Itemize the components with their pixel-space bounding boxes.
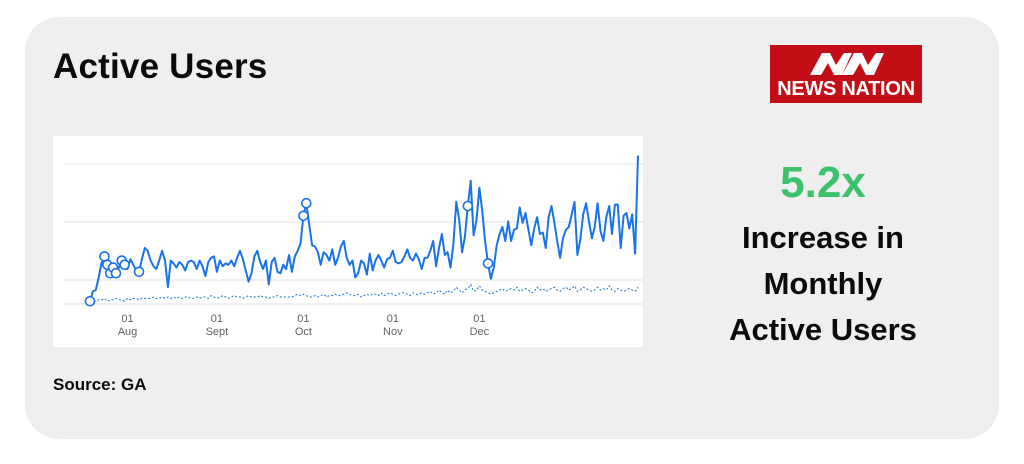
x-tick-month: Sept	[206, 326, 229, 338]
source-note: Source: GA	[53, 375, 147, 394]
data-point-marker	[133, 266, 145, 278]
series-current-line	[89, 155, 639, 302]
data-point-marker	[298, 210, 309, 222]
data-point-marker	[110, 267, 122, 279]
x-tick-day: 01	[211, 313, 223, 325]
data-point-marker	[301, 197, 312, 209]
nn-logo-mark-icon	[810, 53, 884, 75]
active-users-chart: 01 Aug 01 Sept 01 Oct 01 Nov 01 Dec	[53, 136, 643, 347]
data-point-marker	[482, 258, 494, 269]
x-tick-day: 01	[387, 313, 399, 325]
series-previous-line	[89, 283, 639, 302]
data-point-marker	[84, 295, 96, 307]
page-title: Active Users	[53, 47, 268, 86]
data-point-marker	[462, 200, 474, 212]
x-tick-month: Aug	[118, 326, 138, 338]
x-tick-day: 01	[121, 313, 133, 325]
x-tick-day: 01	[473, 313, 485, 325]
x-tick-month: Oct	[295, 326, 312, 338]
news-nation-logo: NEWS NATION	[770, 45, 922, 103]
stat-line-2: Monthly	[763, 266, 883, 301]
x-tick-month: Dec	[470, 326, 490, 338]
x-tick-day: 01	[297, 313, 309, 325]
logo-text: NEWS NATION	[777, 78, 915, 100]
stat-line-3: Active Users	[729, 312, 917, 347]
data-point-marker	[119, 259, 130, 271]
stat-line-1: Increase in	[742, 220, 904, 255]
x-tick-month: Nov	[383, 326, 403, 338]
stat-value: 5.2x	[780, 158, 866, 207]
